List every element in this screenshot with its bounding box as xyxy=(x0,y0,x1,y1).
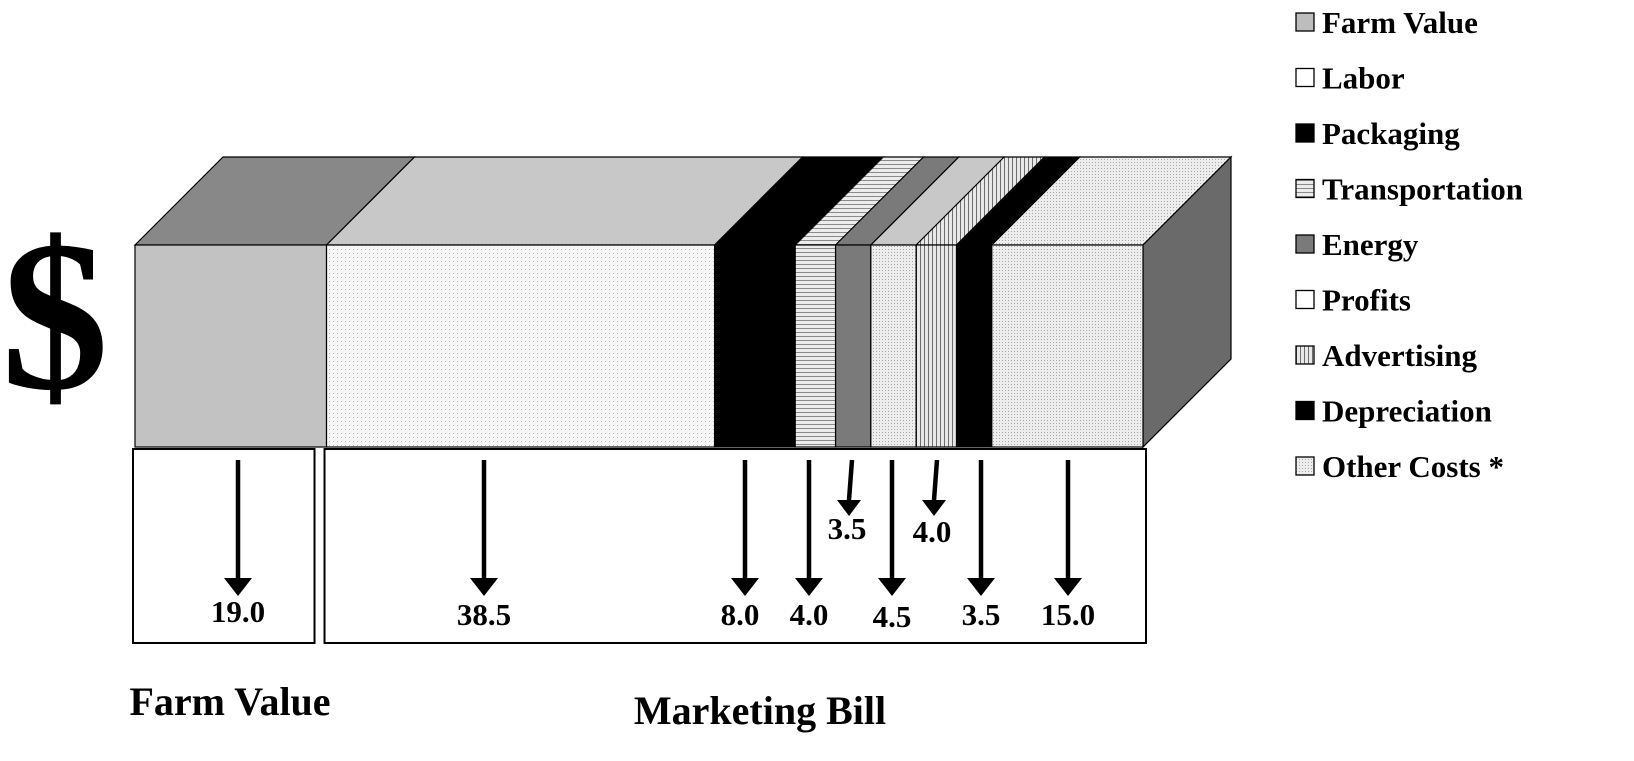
legend-label-depreciation: Depreciation xyxy=(1322,394,1492,429)
marketing-bill-label-box xyxy=(323,448,1147,644)
arrow-profits xyxy=(878,460,906,596)
legend-item-advertising: Advertising xyxy=(1295,338,1478,373)
arrow-labor xyxy=(470,460,498,596)
arrow-depreciation xyxy=(967,460,995,596)
legend-label-advertising: Advertising xyxy=(1322,338,1478,373)
value-label-transportation: 4.0 xyxy=(790,597,829,632)
group-label-farm-value: Farm Value xyxy=(129,679,330,724)
bar-segment-other-costs xyxy=(991,244,1144,448)
legend-item-profits: Profits xyxy=(1295,283,1411,318)
bar-segment-labor xyxy=(325,244,716,448)
bar-segment-depreciation xyxy=(955,244,993,448)
legend-label-farm-value: Farm Value xyxy=(1322,5,1478,40)
bar-segment-profits xyxy=(870,244,917,448)
bar-segment-transportation xyxy=(794,244,837,448)
legend-item-transportation: Transportation xyxy=(1295,172,1523,207)
legend-label-labor: Labor xyxy=(1322,61,1405,96)
legend-swatch-advertising xyxy=(1295,345,1315,365)
arrow-transportation xyxy=(795,460,823,596)
legend-swatch-farm-value xyxy=(1295,12,1315,32)
legend-label-profits: Profits xyxy=(1322,283,1411,318)
arrow-farm-value xyxy=(224,460,252,596)
legend-swatch-depreciation xyxy=(1295,400,1315,421)
arrow-packaging xyxy=(731,460,759,596)
bar-segment-advertising xyxy=(915,244,958,448)
currency-symbol: $ xyxy=(1,196,109,435)
legend-label-other-costs: Other Costs * xyxy=(1322,449,1504,484)
legend-label-packaging: Packaging xyxy=(1322,116,1460,151)
value-label-profits: 4.5 xyxy=(873,599,912,634)
value-label-labor: 38.5 xyxy=(457,597,511,632)
group-label-marketing-bill: Marketing Bill xyxy=(634,688,886,733)
legend-swatch-labor xyxy=(1295,67,1315,88)
value-label-farm-value: 19.0 xyxy=(211,594,265,629)
legend-item-packaging: Packaging xyxy=(1295,116,1460,151)
farm-value-label-box xyxy=(132,448,316,644)
value-label-advertising: 4.0 xyxy=(913,514,952,549)
bar-segment-packaging xyxy=(713,244,796,448)
legend-item-energy: Energy xyxy=(1295,227,1419,262)
value-label-packaging: 8.0 xyxy=(721,597,760,632)
legend-item-farm-value: Farm Value xyxy=(1295,5,1478,40)
legend-swatch-other-costs xyxy=(1295,456,1315,476)
arrow-other-costs xyxy=(1054,460,1082,596)
legend-swatch-energy xyxy=(1295,234,1315,254)
legend-item-other-costs: Other Costs * xyxy=(1295,449,1504,484)
legend-item-depreciation: Depreciation xyxy=(1295,394,1492,429)
legend-swatch-profits xyxy=(1295,289,1315,310)
legend-label-energy: Energy xyxy=(1322,227,1419,262)
bar-segment-farm-value xyxy=(134,244,328,448)
legend-swatch-packaging xyxy=(1295,123,1315,143)
value-label-other-costs: 15.0 xyxy=(1041,597,1095,632)
arrow-energy xyxy=(837,459,861,516)
bar-segment-energy xyxy=(834,244,872,448)
value-label-energy: 3.5 xyxy=(828,511,867,546)
arrow-advertising xyxy=(922,459,946,516)
legend-item-labor: Labor xyxy=(1295,61,1405,96)
value-label-depreciation: 3.5 xyxy=(962,597,1001,632)
legend-label-transportation: Transportation xyxy=(1322,172,1523,207)
legend-swatch-transportation xyxy=(1295,178,1315,199)
